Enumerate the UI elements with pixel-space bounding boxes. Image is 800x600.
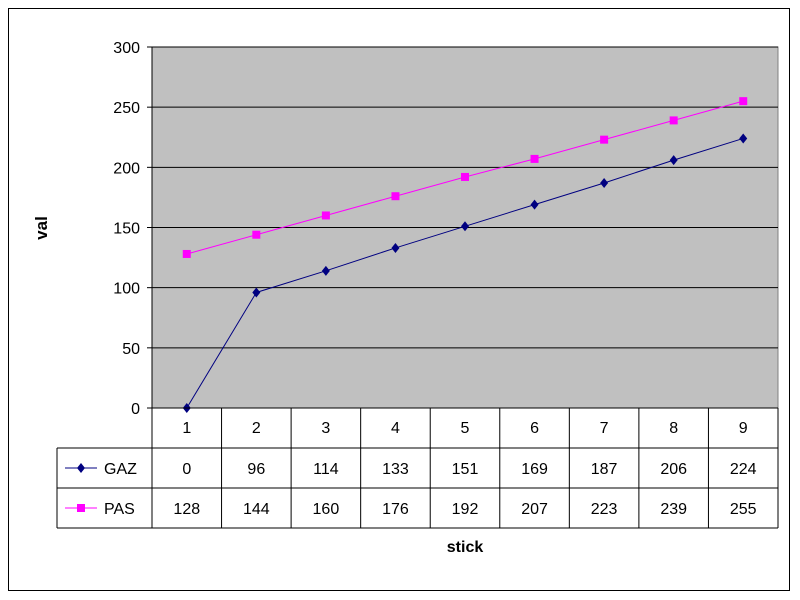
legend-label: GAZ	[104, 461, 137, 478]
data-point-gaz	[530, 199, 539, 210]
data-label: 0	[182, 461, 191, 478]
data-label: 128	[173, 501, 200, 518]
data-label: 133	[382, 461, 409, 478]
y-tick-label: 100	[113, 281, 140, 298]
data-point-pas	[182, 249, 191, 258]
data-point-gaz	[391, 242, 400, 253]
data-point-gaz	[461, 221, 469, 232]
data-label: 169	[521, 461, 548, 478]
y-tick-label: 300	[113, 40, 140, 57]
y-tick-label: 50	[122, 341, 140, 358]
x-tick-label: 6	[530, 420, 539, 437]
data-point-gaz	[669, 155, 678, 166]
data-point-gaz	[321, 265, 330, 276]
x-tick-label: 8	[669, 420, 678, 437]
data-point-pas	[321, 211, 330, 220]
data-point-pas	[461, 172, 469, 181]
data-label: 206	[660, 461, 687, 478]
x-tick-label: 2	[252, 420, 261, 437]
x-axis-label: stick	[447, 539, 484, 556]
y-tick-label: 0	[131, 401, 140, 418]
data-label: 239	[660, 501, 687, 518]
x-tick-label: 5	[461, 420, 470, 437]
plot-area: 0 50 100 150 200 250 300	[113, 40, 779, 418]
x-tick-label: 9	[739, 420, 748, 437]
x-tick-label: 1	[182, 420, 191, 437]
data-label: 255	[730, 501, 757, 518]
data-point-pas	[669, 116, 678, 125]
data-label: 223	[591, 501, 618, 518]
data-point-pas	[739, 97, 748, 106]
data-table: 1 2 3 4 5 6 7 8 9 GAZ 0 96 114 133 151 169 187 206 224 PAS 1…	[56, 407, 779, 529]
data-label: 192	[452, 501, 479, 518]
data-point-pas	[600, 135, 609, 144]
data-label: 144	[243, 501, 270, 518]
data-label: 187	[591, 461, 618, 478]
data-label: 224	[730, 461, 757, 478]
y-tick-label: 250	[113, 100, 140, 117]
data-point-pas	[530, 154, 539, 163]
data-point-pas	[391, 192, 400, 201]
legend-marker-gaz	[77, 463, 85, 473]
data-label: 207	[521, 501, 548, 518]
x-tick-label: 7	[600, 420, 609, 437]
data-point-pas	[252, 230, 261, 239]
data-point-gaz	[252, 287, 261, 298]
data-label: 96	[247, 461, 265, 478]
x-tick-label: 4	[391, 420, 400, 437]
data-label: 160	[313, 501, 340, 518]
x-tick-label: 3	[321, 420, 330, 437]
legend-label: PAS	[104, 501, 135, 518]
y-axis-label: val	[32, 216, 51, 240]
data-point-gaz	[739, 133, 748, 144]
data-label: 176	[382, 501, 409, 518]
data-label: 151	[452, 461, 479, 478]
y-tick-label: 150	[113, 221, 140, 238]
legend-marker-pas	[77, 504, 85, 512]
y-tick-label: 200	[113, 160, 140, 177]
data-label: 114	[313, 461, 339, 478]
data-point-gaz	[600, 177, 609, 188]
